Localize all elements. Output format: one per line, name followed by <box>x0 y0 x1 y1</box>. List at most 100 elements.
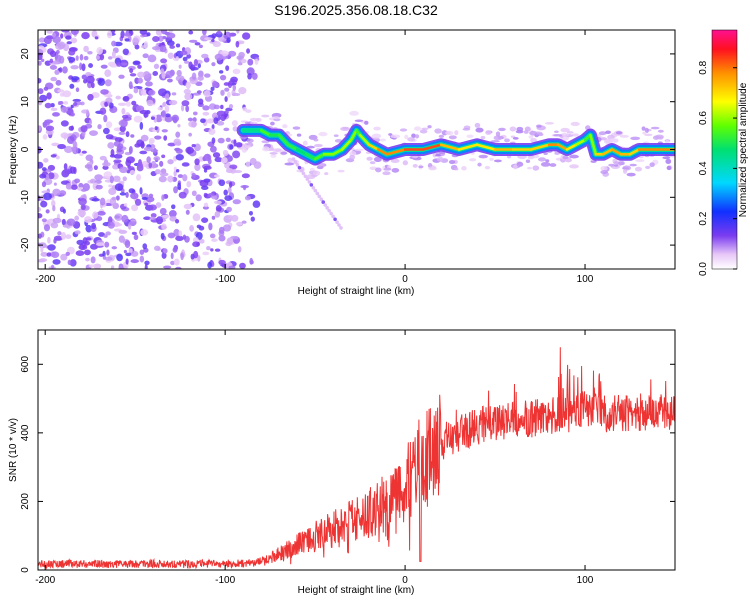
ridge-halo <box>504 138 510 143</box>
noise-speckle <box>238 51 245 59</box>
noise-speckle <box>114 137 123 143</box>
noise-speckle <box>223 189 228 196</box>
noise-speckle <box>171 114 180 123</box>
noise-speckle <box>44 102 52 109</box>
ridge-halo <box>291 157 296 161</box>
noise-speckle <box>102 165 109 170</box>
noise-speckle <box>191 72 197 80</box>
noise-speckle <box>150 149 159 153</box>
noise-speckle <box>100 89 109 95</box>
noise-speckle <box>135 174 142 181</box>
noise-speckle <box>134 44 140 50</box>
noise-speckle <box>164 105 170 113</box>
noise-speckle <box>165 70 174 79</box>
noise-speckle <box>250 216 255 222</box>
ridge-halo <box>635 159 645 162</box>
noise-speckle <box>88 119 93 125</box>
noise-speckle <box>160 68 165 75</box>
ridge-halo <box>614 164 619 167</box>
ridge-halo <box>411 133 416 139</box>
noise-speckle <box>59 55 65 64</box>
ridge-halo <box>323 203 327 207</box>
noise-speckle <box>182 234 187 240</box>
noise-speckle <box>216 30 222 35</box>
spectrogram-x-tick-label: -200 <box>35 274 55 285</box>
noise-speckle <box>100 64 108 69</box>
ridge-core-segment <box>628 148 641 156</box>
noise-speckle <box>160 232 165 240</box>
noise-speckle <box>161 252 167 259</box>
snr-x-ticks: -200 -100 0 100 <box>35 330 594 586</box>
noise-speckle <box>79 54 84 61</box>
spectrogram-y-ticks: -20 -10 0 10 20 <box>20 48 675 252</box>
noise-speckle <box>196 90 202 94</box>
noise-speckle <box>93 165 98 171</box>
noise-speckle <box>45 174 50 181</box>
noise-speckle <box>140 229 149 236</box>
noise-speckle <box>211 195 218 200</box>
noise-speckle <box>58 67 63 73</box>
noise-speckle <box>175 43 181 48</box>
noise-speckle <box>245 161 251 168</box>
ridge-halo <box>390 158 400 164</box>
noise-speckle <box>145 196 155 203</box>
noise-speckle <box>161 110 166 118</box>
noise-speckle <box>65 234 72 240</box>
spectrogram-x-tick-label: 100 <box>577 274 594 285</box>
ridge-halo <box>560 133 570 137</box>
ridge-halo <box>402 160 409 166</box>
ridge-halo <box>412 155 418 159</box>
noise-speckle <box>85 257 90 262</box>
noise-speckle <box>214 53 224 61</box>
noise-speckle <box>111 246 118 250</box>
noise-speckle <box>219 74 227 81</box>
noise-speckle <box>39 173 47 179</box>
noise-speckle <box>151 46 161 51</box>
noise-speckle <box>171 92 177 96</box>
noise-speckle <box>66 41 72 45</box>
ridge-halo <box>313 138 319 142</box>
noise-speckle <box>43 36 52 45</box>
noise-speckle <box>167 175 174 183</box>
noise-speckle <box>218 234 226 242</box>
noise-speckle <box>47 244 56 251</box>
noise-speckle <box>226 206 232 213</box>
ridge-halo <box>419 129 428 134</box>
noise-speckle <box>197 75 204 81</box>
noise-speckle <box>66 218 76 226</box>
noise-speckle <box>194 42 201 46</box>
noise-speckle <box>91 222 96 230</box>
noise-speckle <box>194 163 201 171</box>
ridge-halo <box>649 162 655 168</box>
noise-speckle <box>181 162 190 167</box>
ridge-halo <box>292 126 301 130</box>
ridge-halo <box>544 121 555 125</box>
noise-speckle <box>202 251 210 256</box>
ridge-halo <box>634 166 643 172</box>
noise-speckle <box>197 254 201 262</box>
noise-speckle <box>74 178 81 184</box>
noise-speckle <box>161 154 166 159</box>
noise-speckle <box>173 186 179 194</box>
noise-speckle <box>142 53 149 59</box>
snr-panel: -200 -100 0 100 0 200 400 600 Height of straig… <box>8 329 676 596</box>
noise-speckle <box>117 102 127 106</box>
noise-speckle <box>114 183 124 191</box>
noise-speckle <box>108 102 114 109</box>
noise-speckle <box>246 67 255 76</box>
noise-speckle <box>201 53 209 59</box>
ridge-halo <box>371 133 382 139</box>
noise-speckle <box>154 135 162 140</box>
noise-speckle <box>94 174 103 181</box>
ridge-halo <box>489 157 494 161</box>
noise-speckle <box>87 51 93 55</box>
noise-speckle <box>38 52 43 61</box>
ridge-halo <box>528 135 534 139</box>
noise-speckle <box>81 63 86 72</box>
ridge-halo <box>623 169 628 174</box>
ridge-halo <box>600 166 608 172</box>
ridge-halo <box>339 226 343 230</box>
noise-speckle <box>110 265 115 269</box>
noise-speckle <box>168 209 177 218</box>
spectrogram-y-axis-label: Frequency (Hz) <box>8 116 19 185</box>
